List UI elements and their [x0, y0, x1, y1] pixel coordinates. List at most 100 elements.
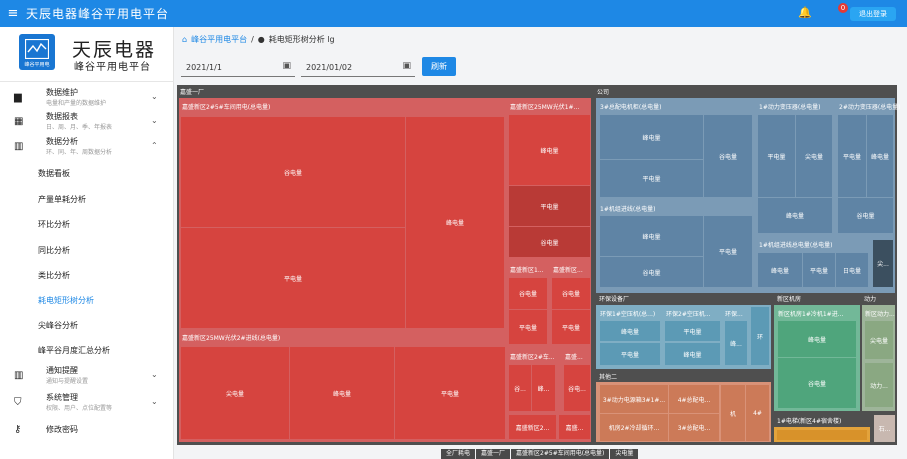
- treemap-cell[interactable]: 谷电量: [509, 278, 547, 309]
- treemap-cell[interactable]: 嘉盛新区2...: [509, 415, 556, 439]
- treemap-cell[interactable]: 谷电量: [778, 358, 856, 408]
- treemap-cell[interactable]: 平电量: [704, 216, 752, 287]
- treemap-header-env[interactable]: 环保设备厂: [599, 296, 630, 303]
- treemap-cell[interactable]: 谷...: [509, 365, 531, 411]
- treemap-node-r4[interactable]: 1#机组进线(总电量): [600, 206, 656, 213]
- nav-item-compare[interactable]: 类比分析: [38, 271, 70, 280]
- path-item[interactable]: 嘉盛新区2#5#车间用电(总电量): [511, 449, 610, 459]
- treemap-cell[interactable]: 谷电量: [181, 117, 405, 227]
- treemap-cell[interactable]: 峰...: [532, 365, 555, 411]
- treemap-cell[interactable]: 平电量: [803, 253, 835, 287]
- treemap-cell[interactable]: 嘉盛...: [559, 415, 590, 439]
- treemap-cell[interactable]: 4#: [746, 385, 769, 441]
- nav-group-notifications[interactable]: ▥ 通知提醒 通知与提醒设置 ⌄: [0, 364, 174, 388]
- nav-item-monthly-summary[interactable]: 峰平谷月度汇总分析: [38, 346, 110, 355]
- treemap-cell[interactable]: 峰电量: [867, 115, 893, 197]
- nav-group-data-report[interactable]: ▦ 数据报表 日、周、月、季、年报表 ⌄: [0, 110, 174, 134]
- treemap-cell[interactable]: 峰电量: [758, 253, 802, 287]
- nav-group-data-maintenance[interactable]: ▆ 数据维护 电量和产量的数据维护 ⌄: [0, 86, 174, 110]
- logout-button[interactable]: 退出登录: [850, 7, 896, 21]
- treemap-header-new[interactable]: 新区机房: [777, 296, 802, 303]
- end-date-input[interactable]: 2021/01/02 ▣: [301, 57, 415, 77]
- treemap-cell[interactable]: 谷电...: [564, 365, 590, 411]
- treemap-cell[interactable]: 谷电量: [704, 115, 752, 197]
- treemap-cell[interactable]: 日电量: [836, 253, 868, 287]
- nav-group-system[interactable]: ⛉ 系统管理 权限、用户、点位配置等 ⌄: [0, 391, 174, 415]
- treemap-cell[interactable]: 石...: [874, 415, 895, 442]
- treemap-cell[interactable]: 平电量: [600, 160, 703, 197]
- treemap-cell[interactable]: 峰电量: [509, 115, 590, 185]
- treemap-cell[interactable]: 平电量: [665, 321, 720, 341]
- treemap-node-r2[interactable]: 1#动力变压器(总电量): [759, 104, 821, 111]
- treemap-cell[interactable]: 峰电量: [665, 343, 720, 365]
- treemap-node-e1[interactable]: 环保1#空压机(总...): [600, 311, 656, 318]
- treemap-cell[interactable]: 尖...: [873, 240, 893, 287]
- treemap-cell[interactable]: 谷电量: [600, 257, 703, 287]
- treemap-cell[interactable]: 平电量: [181, 228, 405, 328]
- treemap-cell[interactable]: 尖电量: [796, 115, 832, 197]
- home-icon[interactable]: ⌂: [182, 35, 188, 44]
- nav-item-change-password[interactable]: ⚷ 修改密码: [0, 418, 174, 442]
- treemap-cell[interactable]: 机房2#冷却循环...: [600, 414, 668, 441]
- treemap-cell[interactable]: 机: [721, 385, 745, 441]
- treemap-node-l5b[interactable]: 嘉盛...: [565, 354, 583, 361]
- treemap-cell[interactable]: 平电量: [509, 310, 547, 344]
- treemap-cell[interactable]: 动力...: [865, 363, 893, 407]
- treemap-cell[interactable]: 平电量: [395, 347, 505, 439]
- nav-item-mom[interactable]: 环比分析: [38, 220, 70, 229]
- treemap-cell[interactable]: 平电量: [758, 115, 795, 197]
- treemap-node-elevator[interactable]: 1#电梯(新区4#宿舍楼): [777, 418, 842, 425]
- path-item[interactable]: 嘉盛一厂: [476, 449, 511, 459]
- nav-item-treemap[interactable]: 耗电矩形树分析: [38, 296, 94, 305]
- treemap-cell[interactable]: 4#总配电...: [669, 385, 719, 413]
- treemap-cell[interactable]: 峰...: [725, 321, 747, 365]
- treemap-cell[interactable]: 环: [751, 307, 769, 365]
- treemap-node-e3[interactable]: 环保...: [725, 311, 743, 318]
- treemap-node-r3[interactable]: 2#动力变压器(总电量): [839, 104, 901, 111]
- treemap-cell[interactable]: 3#动力电源箱3#1#...: [600, 385, 668, 413]
- treemap-cell[interactable]: 平电量: [509, 186, 590, 226]
- treemap-header-company[interactable]: 公司: [597, 89, 610, 96]
- treemap-cell[interactable]: 峰电量: [406, 117, 504, 328]
- path-item[interactable]: 全厂耗电: [441, 449, 476, 459]
- treemap-node-p1[interactable]: 新区动力...: [865, 311, 895, 318]
- treemap-header-factory1[interactable]: 嘉盛一厂: [180, 89, 205, 96]
- treemap-cell[interactable]: 谷电量: [509, 227, 590, 257]
- calendar-icon[interactable]: ▣: [402, 61, 411, 71]
- treemap-node-r1[interactable]: 3#总配电机柜(总电量): [600, 104, 662, 111]
- refresh-button[interactable]: 刷新: [422, 57, 456, 76]
- nav-item-unit-consumption[interactable]: 产量单耗分析: [38, 195, 86, 204]
- treemap-node-l3[interactable]: 嘉盛新区25MW光伏2#进线(总电量): [182, 335, 281, 342]
- nav-group-data-analysis[interactable]: ▥ 数据分析 环、同、年、周数据分析 ⌃: [0, 135, 174, 159]
- treemap-node-l2[interactable]: 嘉盛新区25MW光伏1#...: [510, 104, 580, 111]
- treemap-node-e2[interactable]: 环保2#空压机...: [666, 311, 711, 318]
- bell-icon[interactable]: 🔔: [798, 6, 812, 19]
- treemap-cell[interactable]: 平电量: [552, 310, 590, 344]
- treemap-node-r5[interactable]: 1#机组进线总电量(总电量): [759, 242, 833, 249]
- treemap-node-l1[interactable]: 嘉盛新区2#5#车间用电(总电量): [182, 104, 271, 111]
- path-item[interactable]: 尖电量: [610, 449, 639, 459]
- calendar-icon[interactable]: ▣: [282, 61, 291, 71]
- treemap-node-l4b[interactable]: 嘉盛新区...: [553, 267, 583, 274]
- treemap-cell[interactable]: 3#总配电...: [669, 414, 719, 441]
- treemap-cell-elevator[interactable]: [777, 430, 867, 440]
- breadcrumb-home-link[interactable]: 峰谷平用电平台: [191, 35, 248, 44]
- treemap-cell[interactable]: 峰电量: [758, 198, 832, 233]
- start-date-input[interactable]: 2021/1/1 ▣: [181, 57, 295, 77]
- hamburger-menu-icon[interactable]: ≡: [7, 6, 19, 21]
- nav-item-dashboard[interactable]: 数据看板: [38, 169, 70, 178]
- treemap-cell[interactable]: 尖电量: [865, 321, 893, 359]
- treemap-cell[interactable]: 平电量: [600, 343, 660, 365]
- treemap-node-n1[interactable]: 新区机房1#冷机1#进...: [778, 311, 844, 318]
- treemap-cell[interactable]: 谷电量: [838, 198, 893, 233]
- treemap-cell[interactable]: 峰电量: [290, 347, 394, 439]
- treemap-node-l5a[interactable]: 嘉盛新区2#车...: [510, 354, 555, 361]
- treemap-cell[interactable]: 峰电量: [600, 115, 703, 159]
- treemap-cell[interactable]: 平电量: [838, 115, 866, 197]
- treemap-cell[interactable]: 尖电量: [181, 347, 289, 439]
- nav-item-peak-valley[interactable]: 尖峰谷分析: [38, 321, 78, 330]
- treemap-header-misc[interactable]: 其他二: [599, 374, 618, 381]
- treemap-cell[interactable]: 谷电量: [552, 278, 590, 309]
- treemap-cell[interactable]: 峰电量: [600, 216, 703, 256]
- nav-item-yoy[interactable]: 同比分析: [38, 246, 70, 255]
